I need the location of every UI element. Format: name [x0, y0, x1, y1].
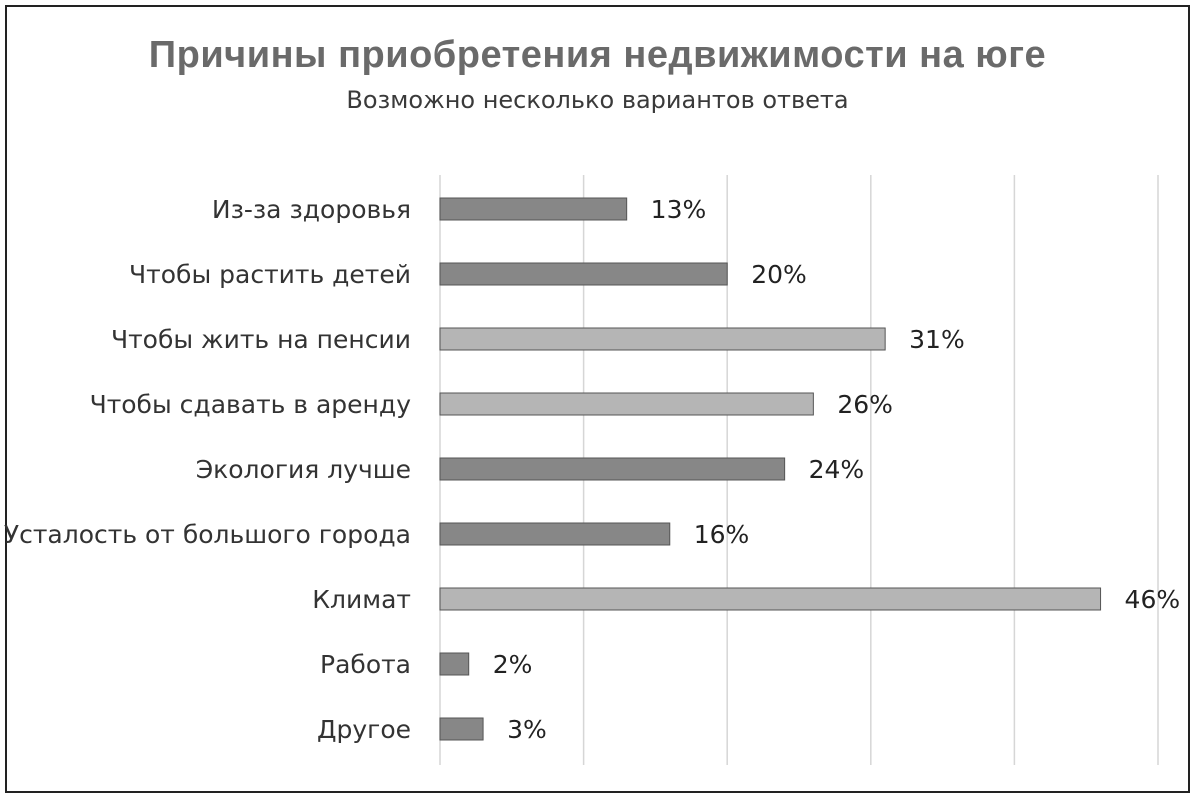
value-label-0: 13%: [651, 195, 707, 224]
bar-1: [439, 262, 728, 286]
value-label-6: 46%: [1125, 585, 1181, 614]
bar-2: [439, 327, 886, 351]
category-label-8: Другое: [317, 715, 411, 744]
category-label-1: Чтобы растить детей: [129, 260, 411, 289]
bar-7: [439, 652, 470, 676]
bar-6: [439, 587, 1102, 611]
category-label-4: Экология лучше: [196, 455, 411, 484]
value-label-5: 16%: [694, 520, 750, 549]
bars: [439, 197, 1102, 741]
value-label-8: 3%: [507, 715, 547, 744]
chart-title: Причины приобретения недвижимости на юге: [148, 34, 1047, 76]
category-label-3: Чтобы сдавать в аренду: [90, 390, 412, 419]
value-label-3: 26%: [837, 390, 893, 419]
bar-5: [439, 522, 671, 546]
category-label-6: Климат: [312, 585, 411, 614]
category-label-2: Чтобы жить на пенсии: [111, 325, 411, 354]
category-label-0: Из-за здоровья: [212, 195, 411, 224]
chart-subtitle: Возможно несколько вариантов ответа: [346, 86, 849, 114]
bar-8: [439, 717, 484, 741]
bar-4: [439, 457, 786, 481]
value-label-7: 2%: [493, 650, 533, 679]
value-labels: 13% 20% 31% 26% 24% 16% 46% 2% 3%: [493, 195, 1180, 744]
value-label-1: 20%: [751, 260, 807, 289]
bar-3: [439, 392, 814, 416]
category-label-5: Усталость от большого города: [4, 520, 411, 549]
bar-0: [439, 197, 628, 221]
category-labels: Из-за здоровья Чтобы растить детей Чтобы ж…: [4, 195, 411, 744]
value-label-4: 24%: [809, 455, 865, 484]
category-label-7: Работа: [320, 650, 411, 679]
value-label-2: 31%: [909, 325, 965, 354]
